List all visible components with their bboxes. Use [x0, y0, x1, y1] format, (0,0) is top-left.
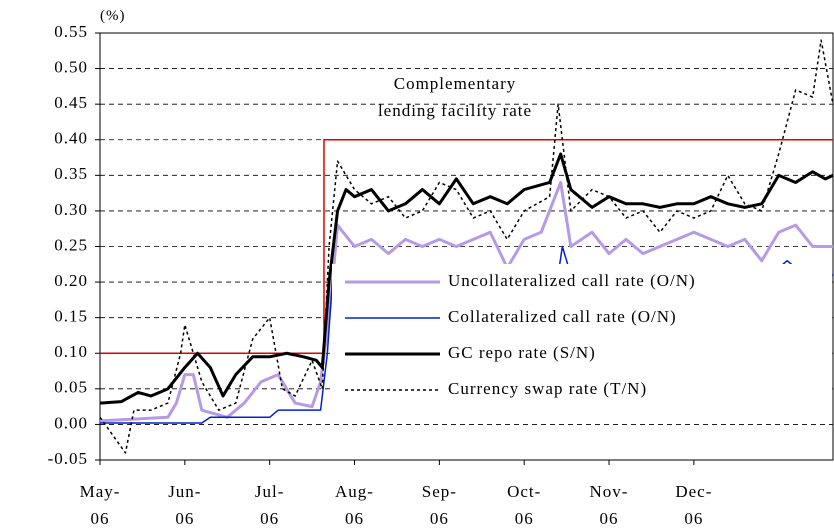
y-tick-label: -0.05 — [48, 449, 88, 468]
x-tick-label: May- 06 — [79, 482, 121, 528]
y-tick-label: 0.05 — [54, 378, 88, 397]
y-tick-label: 0.15 — [54, 307, 88, 326]
x-tick-label: Jun- 06 — [168, 482, 202, 528]
series-line — [99, 39, 834, 454]
x-tick-label: Dec- 06 — [675, 482, 713, 528]
y-tick-label: 0.30 — [54, 200, 88, 219]
y-tick-label: 0.10 — [54, 342, 88, 361]
y-tick-label: 0.40 — [54, 129, 88, 148]
legend-box — [332, 264, 832, 414]
legend-label: Collateralized call rate (O/N) — [448, 307, 677, 326]
y-tick-label: 0.00 — [54, 413, 88, 432]
series-line — [99, 180, 833, 423]
series-line — [99, 152, 834, 405]
y-tick-label: 0.45 — [54, 93, 88, 112]
unit-label: (%) — [100, 8, 126, 24]
series-line — [100, 139, 833, 354]
legend-label: GC repo rate (S/N) — [448, 343, 596, 362]
x-tick-label: Jul- 06 — [254, 482, 285, 528]
y-tick-label: 0.35 — [54, 164, 88, 183]
x-tick-label: Sep- 06 — [421, 482, 457, 528]
x-tick-label: Nov- 06 — [589, 482, 629, 528]
legend-label: Uncollateralized call rate (O/N) — [448, 271, 696, 290]
y-tick-label: 0.55 — [54, 22, 88, 41]
legend-label: Currency swap rate (T/N) — [448, 379, 647, 398]
x-tick-label: Oct- 06 — [507, 482, 542, 528]
y-tick-label: 0.20 — [54, 271, 88, 290]
x-tick-label: Aug- 06 — [335, 482, 374, 528]
annotation: Complementary lending facility rate — [377, 74, 533, 120]
y-tick-label: 0.25 — [54, 235, 88, 254]
y-tick-label: 0.50 — [54, 57, 88, 76]
